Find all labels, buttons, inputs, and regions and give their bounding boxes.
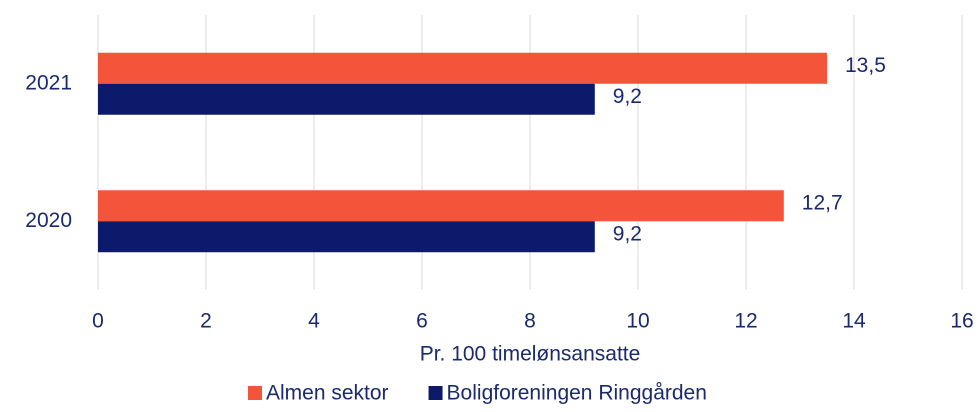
bar: [98, 52, 827, 84]
x-tick-label: 10: [626, 310, 649, 333]
x-tick-label: 16: [950, 310, 973, 333]
legend-label: Almen sektor: [266, 382, 389, 405]
x-tick-label: 2: [200, 310, 212, 333]
value-label: 13,5: [845, 54, 886, 77]
legend-label: Boligforeningen Ringgården: [447, 382, 707, 405]
x-tick-label: 0: [92, 310, 104, 333]
bar: [98, 221, 595, 253]
value-label: 12,7: [802, 191, 843, 214]
x-axis-label: Pr. 100 timelønsansatte: [420, 343, 641, 366]
x-tick-label: 14: [842, 310, 866, 333]
bar: [98, 190, 784, 222]
bar: [98, 83, 595, 115]
y-tick-label: 2020: [25, 209, 72, 232]
x-tick-label: 6: [416, 310, 428, 333]
legend-swatch: [428, 386, 443, 400]
x-tick-label: 12: [734, 310, 757, 333]
value-label: 9,2: [613, 222, 642, 245]
x-tick-label: 4: [308, 310, 320, 333]
y-tick-label: 2021: [25, 71, 72, 94]
value-label: 9,2: [613, 85, 642, 108]
legend-swatch: [248, 386, 262, 400]
x-tick-label: 8: [524, 310, 536, 333]
